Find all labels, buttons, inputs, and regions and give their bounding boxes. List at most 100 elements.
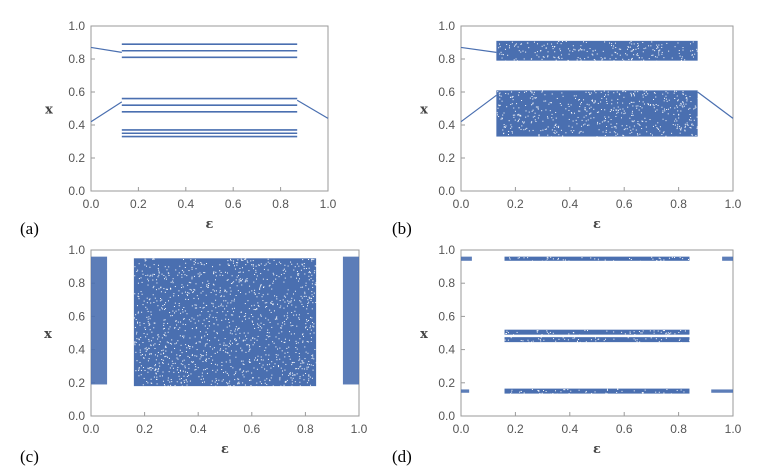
band-gap-point	[652, 54, 654, 56]
band-gap-point	[692, 124, 694, 126]
band-gap-point	[185, 298, 187, 300]
band-gap-point	[244, 281, 246, 283]
band-gap-point	[213, 330, 215, 332]
band-gap-point	[229, 380, 231, 382]
band-gap-point	[152, 367, 154, 369]
band-gap-point	[243, 315, 245, 317]
band-gap-point	[224, 344, 226, 346]
band-gap-point	[178, 371, 180, 373]
band-gap-point	[147, 371, 149, 373]
band-gap-point	[267, 258, 269, 260]
band-gap-point	[520, 43, 522, 45]
band-gap-point	[194, 322, 196, 324]
band-gap-point	[144, 260, 146, 262]
band-gap-point	[150, 274, 152, 276]
band-gap-point	[286, 293, 288, 295]
band-gap-point	[590, 92, 592, 94]
band-gap-point	[176, 381, 178, 383]
band-gap-point	[546, 331, 548, 333]
band-gap-point	[264, 350, 266, 352]
band-gap-point	[299, 381, 301, 383]
band-gap-point	[233, 298, 235, 300]
band-gap-point	[310, 340, 312, 342]
band-gap-point	[139, 351, 141, 353]
band-gap-point	[227, 279, 229, 281]
band-gap-point	[171, 381, 173, 383]
band-gap-point	[560, 391, 562, 393]
band-gap-point	[551, 43, 553, 45]
band-gap-point	[655, 391, 657, 393]
band-gap-point	[236, 262, 238, 264]
band-gap-point	[212, 359, 214, 361]
band-gap-point	[541, 110, 543, 112]
band-gap-point	[696, 116, 698, 118]
band-gap-point	[284, 296, 286, 298]
band-gap-point	[202, 323, 204, 325]
band-gap-point	[562, 95, 564, 97]
band-gap-point	[629, 46, 631, 48]
band-gap-point	[194, 304, 196, 306]
band-gap-point	[541, 58, 543, 60]
band-gap-point	[643, 103, 645, 105]
band-gap-point	[179, 355, 181, 357]
band-gap-point	[531, 121, 533, 123]
band-gap-point	[208, 316, 210, 318]
band-gap-point	[205, 343, 207, 345]
band-gap-point	[205, 358, 207, 360]
band-gap-point	[163, 333, 165, 335]
band-gap-point	[510, 124, 512, 126]
band-gap-point	[291, 297, 293, 299]
band-gap-point	[311, 377, 313, 379]
band-gap-point	[304, 293, 306, 295]
band-gap-point	[168, 328, 170, 330]
band-gap-point	[503, 124, 505, 126]
band-gap-point	[242, 374, 244, 376]
band-gap-point	[193, 263, 195, 265]
band-gap-point	[564, 259, 566, 261]
band-gap-point	[677, 99, 679, 101]
band-gap-point	[225, 348, 227, 350]
band-gap-point	[151, 382, 153, 384]
band-gap-point	[690, 101, 692, 103]
band-gap-point	[694, 107, 696, 109]
band-gap-point	[274, 318, 276, 320]
band-gap-point	[188, 364, 190, 366]
band-gap-point	[282, 299, 284, 301]
band-gap-point	[302, 306, 304, 308]
band-gap-point	[203, 264, 205, 266]
band-gap-point	[540, 337, 542, 339]
band-gap-point	[213, 273, 215, 275]
band-gap-point	[252, 337, 254, 339]
band-gap-point	[194, 307, 196, 309]
band-gap-point	[223, 342, 225, 344]
band-gap-point	[619, 94, 621, 96]
band-gap-point	[229, 332, 231, 334]
band-gap-point	[680, 329, 682, 331]
band-gap-point	[219, 287, 221, 289]
band-gap-point	[170, 315, 172, 317]
band-gap-point	[640, 60, 642, 62]
band-gap-point	[540, 130, 542, 132]
band-gap-point	[606, 100, 608, 102]
band-gap-point	[641, 107, 643, 109]
band-gap-point	[283, 315, 285, 317]
panel-0: 0.0 0.2 0.4 0.6 0.8 1.00.00.20.40.60.81.0εx(a…	[20, 19, 337, 238]
band-gap-point	[619, 108, 621, 110]
band-gap-point	[161, 273, 163, 275]
band-gap-point	[150, 353, 152, 355]
band-gap-point	[237, 343, 239, 345]
band-gap-point	[604, 57, 606, 59]
band-gap-point	[157, 267, 159, 269]
band-gap-point	[268, 285, 270, 287]
band-gap-point	[259, 346, 261, 348]
band-gap-point	[262, 364, 264, 366]
band-gap-point	[213, 272, 215, 274]
band-gap-point	[199, 358, 201, 360]
band-gap-point	[200, 273, 202, 275]
band-gap-point	[174, 343, 176, 345]
band-gap-point	[555, 390, 557, 392]
band-gap-point	[518, 107, 520, 109]
band-gap-point	[253, 292, 255, 294]
band-gap-point	[200, 378, 202, 380]
band-gap-point	[282, 370, 284, 372]
